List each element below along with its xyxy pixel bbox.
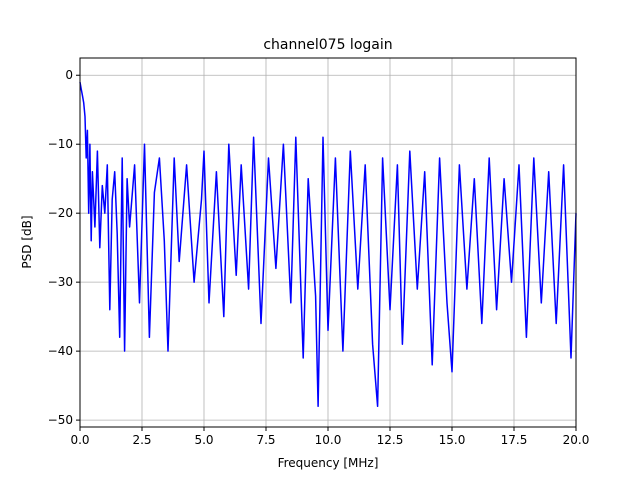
y-axis-label: PSD [dB] xyxy=(20,215,34,268)
y-axis: 0 −10 −20 −30 −40 −50 xyxy=(48,68,80,427)
x-tick-label: 5.0 xyxy=(194,433,213,447)
x-tick-label: 15.0 xyxy=(439,433,466,447)
y-tick-label: −30 xyxy=(48,275,73,289)
y-tick-label: −40 xyxy=(48,344,73,358)
plot-area xyxy=(79,81,577,408)
y-tick-label: −50 xyxy=(48,413,73,427)
x-tick-label: 2.5 xyxy=(132,433,151,447)
x-axis-label: Frequency [MHz] xyxy=(278,456,379,470)
y-tick-label: 0 xyxy=(65,68,73,82)
chart-title: channel075 logain xyxy=(263,37,392,53)
x-tick-label: 20.0 xyxy=(563,433,590,447)
x-tick-label: 7.5 xyxy=(256,433,275,447)
x-tick-label: 0.0 xyxy=(70,433,89,447)
y-tick-label: −20 xyxy=(48,206,73,220)
x-axis: 0.0 2.5 5.0 7.5 10.0 12.5 15.0 17.5 20.0 xyxy=(70,427,589,447)
psd-series-line xyxy=(79,81,577,408)
y-tick-label: −10 xyxy=(48,137,73,151)
x-tick-label: 17.5 xyxy=(501,433,528,447)
x-tick-label: 12.5 xyxy=(377,433,404,447)
x-tick-label: 10.0 xyxy=(315,433,342,447)
